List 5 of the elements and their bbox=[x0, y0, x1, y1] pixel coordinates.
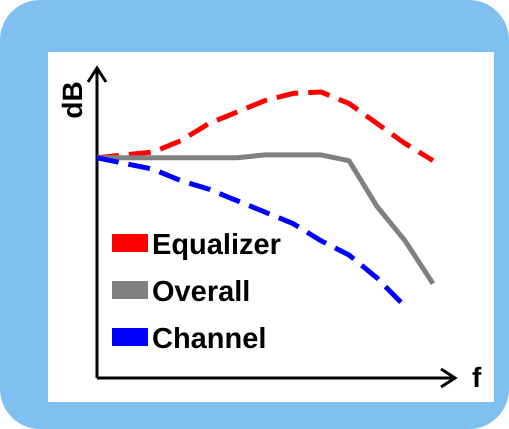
x-axis-title: f bbox=[472, 362, 482, 393]
legend-label: Overall bbox=[152, 276, 250, 308]
legend-label: Channel bbox=[152, 323, 266, 355]
legend-label: Equalizer bbox=[152, 229, 281, 261]
y-axis-title: dB bbox=[57, 81, 88, 119]
